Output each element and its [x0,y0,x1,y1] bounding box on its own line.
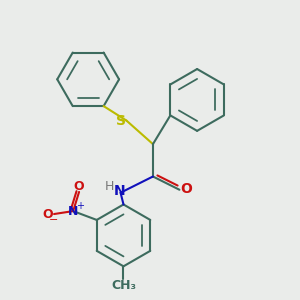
Text: O: O [42,208,53,221]
Text: CH₃: CH₃ [111,279,136,292]
Text: N: N [68,205,78,218]
Text: O: O [74,180,84,193]
Text: S: S [116,114,126,128]
Text: O: O [180,182,192,196]
Text: H: H [105,180,114,193]
Text: −: − [49,215,59,225]
Text: N: N [114,184,126,198]
Text: +: + [76,201,84,211]
